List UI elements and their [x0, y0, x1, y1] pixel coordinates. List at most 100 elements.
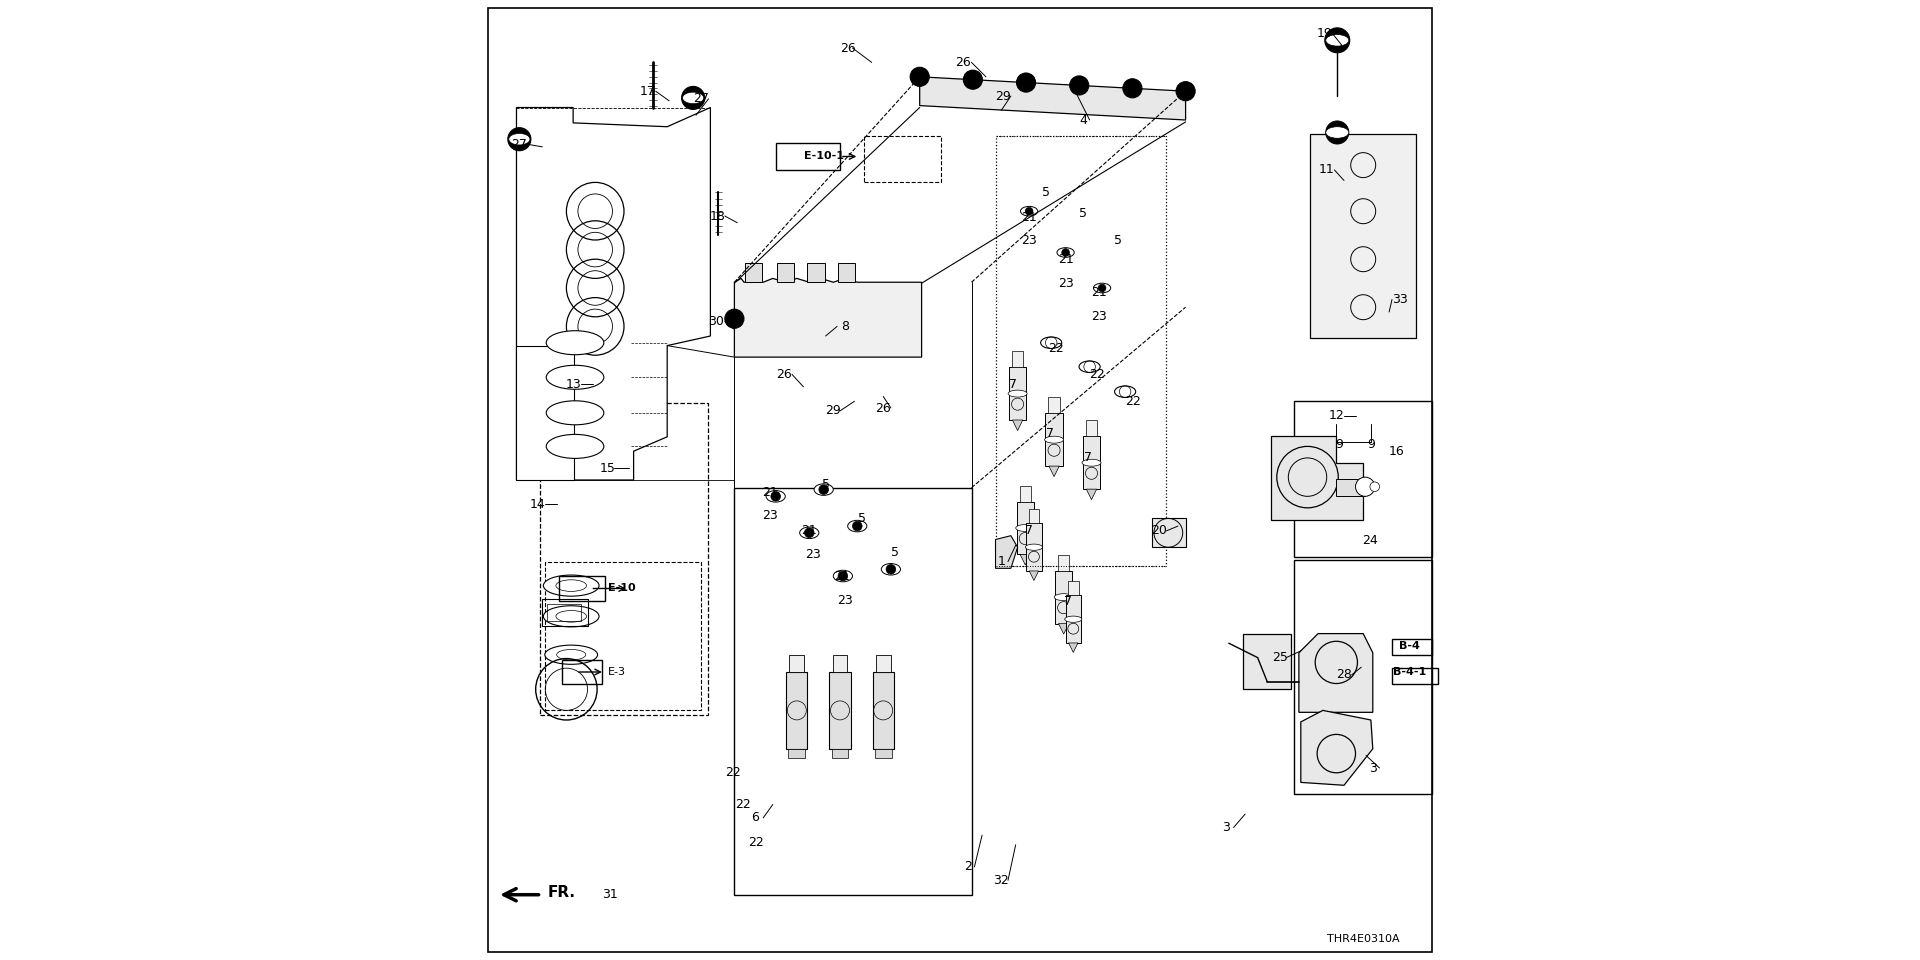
Ellipse shape	[766, 491, 785, 502]
Circle shape	[724, 309, 745, 328]
Bar	[872, 672, 893, 749]
Bar	[876, 749, 891, 758]
Bar	[541, 403, 707, 715]
Text: 26: 26	[776, 368, 793, 381]
Bar	[864, 136, 941, 182]
Bar	[1152, 518, 1187, 547]
Text: 27: 27	[693, 92, 708, 106]
Text: 22: 22	[1089, 368, 1106, 381]
Text: 26: 26	[876, 401, 891, 415]
Text: 27: 27	[511, 137, 528, 151]
Ellipse shape	[545, 401, 603, 425]
Text: 23: 23	[837, 593, 852, 607]
Circle shape	[1025, 207, 1033, 215]
Text: 21: 21	[833, 569, 851, 583]
Ellipse shape	[545, 645, 597, 664]
Ellipse shape	[1041, 337, 1062, 348]
Bar	[1392, 668, 1438, 684]
Circle shape	[820, 485, 829, 494]
Text: 5: 5	[1079, 206, 1087, 220]
Polygon shape	[516, 346, 574, 480]
Ellipse shape	[833, 570, 852, 582]
Text: 8: 8	[841, 320, 849, 333]
Text: 13: 13	[564, 377, 582, 391]
Text: 28: 28	[1336, 668, 1352, 682]
Text: THR4E0310A: THR4E0310A	[1327, 934, 1400, 944]
Ellipse shape	[1092, 283, 1110, 293]
Text: 7: 7	[1025, 524, 1033, 538]
Polygon shape	[733, 278, 922, 357]
Circle shape	[1325, 28, 1350, 53]
Text: 21: 21	[1058, 252, 1073, 266]
Text: 21: 21	[1091, 286, 1108, 300]
Circle shape	[772, 492, 780, 501]
Polygon shape	[1244, 634, 1290, 689]
Text: 21: 21	[1021, 211, 1037, 225]
Text: 5: 5	[822, 478, 829, 492]
Text: FR.: FR.	[547, 885, 576, 900]
Text: 23: 23	[762, 509, 778, 522]
Polygon shape	[1048, 466, 1060, 476]
Ellipse shape	[1369, 482, 1379, 492]
Ellipse shape	[814, 484, 833, 495]
Ellipse shape	[799, 527, 818, 539]
Bar	[1336, 479, 1365, 496]
Text: 22: 22	[749, 836, 764, 850]
Text: 24: 24	[1361, 534, 1379, 547]
Bar	[1294, 401, 1432, 557]
Polygon shape	[1271, 436, 1363, 520]
Text: 33: 33	[1392, 293, 1407, 306]
Polygon shape	[920, 77, 1185, 120]
Text: 3: 3	[1221, 821, 1231, 834]
Ellipse shape	[557, 611, 586, 622]
Bar	[1087, 420, 1098, 436]
Ellipse shape	[557, 649, 586, 660]
Bar	[1392, 639, 1432, 655]
Polygon shape	[1012, 420, 1023, 431]
Text: E-10-1: E-10-1	[804, 151, 843, 160]
Circle shape	[682, 86, 705, 109]
Ellipse shape	[557, 580, 586, 591]
Text: 19: 19	[1317, 27, 1332, 40]
Bar	[1083, 436, 1100, 490]
Text: 6: 6	[751, 811, 760, 825]
Text: 17: 17	[639, 84, 657, 98]
Ellipse shape	[1079, 361, 1100, 372]
Bar	[1058, 555, 1069, 570]
Text: 14: 14	[530, 497, 545, 511]
Polygon shape	[1058, 624, 1069, 635]
Bar	[806, 263, 824, 282]
Polygon shape	[1029, 571, 1039, 581]
Ellipse shape	[847, 520, 868, 532]
Bar	[876, 655, 891, 672]
Text: 15: 15	[599, 462, 616, 475]
Bar	[776, 143, 841, 170]
Circle shape	[1016, 73, 1035, 92]
Ellipse shape	[1114, 386, 1135, 397]
Circle shape	[1123, 79, 1142, 98]
Polygon shape	[1309, 134, 1417, 338]
Text: 22: 22	[1125, 395, 1140, 408]
Text: 23: 23	[1021, 233, 1037, 247]
Ellipse shape	[1356, 477, 1375, 496]
Text: 7: 7	[1083, 451, 1092, 465]
Text: 26: 26	[954, 56, 972, 69]
Bar	[547, 604, 582, 621]
Bar	[1068, 581, 1079, 595]
Bar	[1056, 570, 1071, 624]
Text: E-3: E-3	[609, 667, 626, 677]
Text: 11: 11	[1319, 163, 1334, 177]
Circle shape	[1175, 82, 1194, 101]
Text: 21: 21	[801, 524, 818, 538]
Bar	[1066, 595, 1081, 643]
Bar	[733, 488, 972, 895]
Polygon shape	[1087, 490, 1096, 499]
Text: B-4-1: B-4-1	[1392, 667, 1427, 677]
Text: 22: 22	[735, 798, 751, 811]
Bar	[776, 263, 795, 282]
Circle shape	[887, 564, 895, 574]
Polygon shape	[1300, 634, 1373, 712]
Polygon shape	[1302, 710, 1373, 785]
Bar	[995, 136, 1165, 566]
Text: 25: 25	[1271, 651, 1288, 664]
